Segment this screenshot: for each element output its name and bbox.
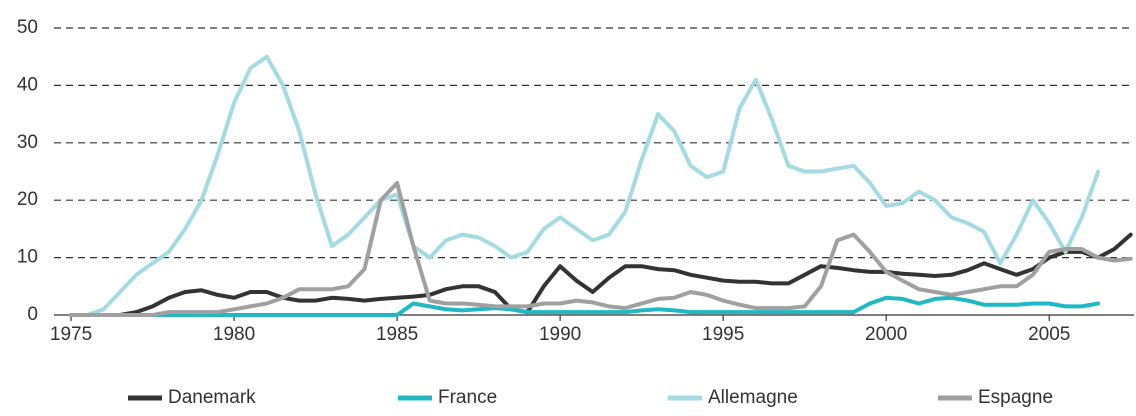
- y-tick-label: 30: [17, 132, 38, 153]
- series-line: [69, 295, 1101, 317]
- legend-label: Danemark: [168, 387, 256, 408]
- x-tick-label: 1980: [213, 324, 255, 345]
- x-tick-label: 1990: [539, 324, 581, 345]
- y-tick-label: 0: [27, 304, 38, 325]
- legend-label: Espagne: [978, 387, 1053, 408]
- legend-label: Allemagne: [708, 387, 798, 408]
- y-tick-label: 40: [17, 74, 38, 95]
- x-tick-label: 1975: [50, 324, 92, 345]
- series-line: [69, 181, 1133, 317]
- legend-label: France: [438, 387, 497, 408]
- y-tick-label: 20: [17, 189, 38, 210]
- x-tick-label: 2005: [1028, 324, 1070, 345]
- x-tick-label: 2000: [865, 324, 907, 345]
- y-tick-label: 50: [17, 17, 38, 38]
- series-line: [69, 54, 1101, 317]
- series-line: [69, 232, 1133, 317]
- x-tick-label: 1985: [376, 324, 418, 345]
- y-tick-label: 10: [17, 247, 38, 268]
- x-tick-label: 1995: [702, 324, 744, 345]
